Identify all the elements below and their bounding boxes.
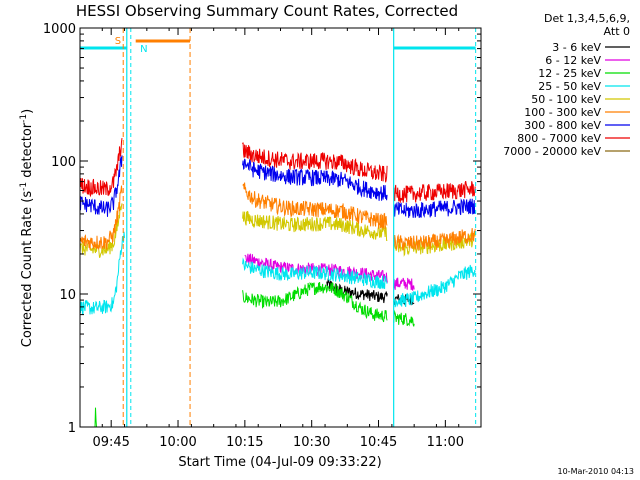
series-layer	[79, 138, 476, 428]
legend-label: 800 - 7000 keV	[517, 132, 601, 145]
series-segment	[393, 277, 415, 291]
series-25-50-kev	[79, 231, 476, 315]
series-segment	[242, 281, 388, 323]
y-tick-label: 100	[51, 155, 76, 170]
series-segment	[242, 142, 388, 183]
saa-flag-label: S	[115, 36, 121, 47]
series-100-300-kev	[79, 182, 476, 251]
legend-label: 6 - 12 keV	[545, 54, 601, 67]
series-segment	[80, 407, 111, 428]
x-tick-label: 10:15	[226, 435, 263, 450]
x-axis-ticks: 09:45 10:00 10:15 10:30 10:45 11:00	[79, 28, 482, 450]
legend-label: 12 - 25 keV	[538, 67, 601, 80]
night-flag-label: N	[140, 44, 147, 55]
generation-timestamp: 10-Mar-2010 04:13	[558, 467, 635, 476]
x-tick-label: 10:00	[159, 435, 196, 450]
legend-header-line-2: Att 0	[604, 25, 630, 38]
series-segment	[242, 210, 388, 242]
y-tick-label: 1000	[43, 22, 76, 37]
legend-label: 7000 - 20000 keV	[503, 145, 601, 158]
series-800-7000-kev	[79, 138, 476, 203]
series-segment	[242, 257, 388, 290]
observing-flags: SN	[80, 36, 476, 55]
series-segment	[393, 232, 476, 257]
series-segment	[393, 264, 476, 308]
legend-header-line-1: Det 1,3,4,5,6,9,	[544, 12, 630, 25]
series-segment	[393, 180, 476, 203]
x-tick-label: 09:45	[92, 435, 129, 450]
legend-label: 50 - 100 keV	[531, 93, 601, 106]
series-12-25-kev	[80, 281, 415, 428]
series-segment	[79, 155, 123, 217]
x-axis-label: Start Time (04-Jul-09 09:33:22)	[178, 455, 381, 470]
series-segment	[79, 185, 123, 251]
series-segment	[79, 138, 123, 198]
x-tick-label: 10:45	[360, 435, 397, 450]
chart-title: HESSI Observing Summary Count Rates, Cor…	[76, 2, 458, 20]
series-segment	[242, 182, 388, 230]
y-axis-label: Corrected Count Rate (s-1 detector-1)	[19, 109, 35, 347]
legend-label: 3 - 6 keV	[552, 41, 601, 54]
series-segment	[393, 228, 476, 251]
interval-lines	[122, 28, 477, 427]
y-axis-ticks: 1 10 100 1000	[43, 22, 481, 436]
x-tick-label: 10:30	[293, 435, 330, 450]
legend-label: 300 - 800 keV	[524, 119, 601, 132]
legend-label: 100 - 300 keV	[524, 106, 601, 119]
series-segment	[393, 309, 415, 327]
x-tick-label: 11:00	[427, 435, 464, 450]
legend-label: 25 - 50 keV	[538, 80, 601, 93]
y-tick-label: 10	[59, 288, 76, 303]
series-300-800-kev	[79, 155, 476, 219]
series-segment	[242, 157, 388, 201]
series-segment	[393, 198, 476, 219]
series-segment	[79, 231, 125, 315]
y-tick-label: 1	[68, 421, 76, 436]
